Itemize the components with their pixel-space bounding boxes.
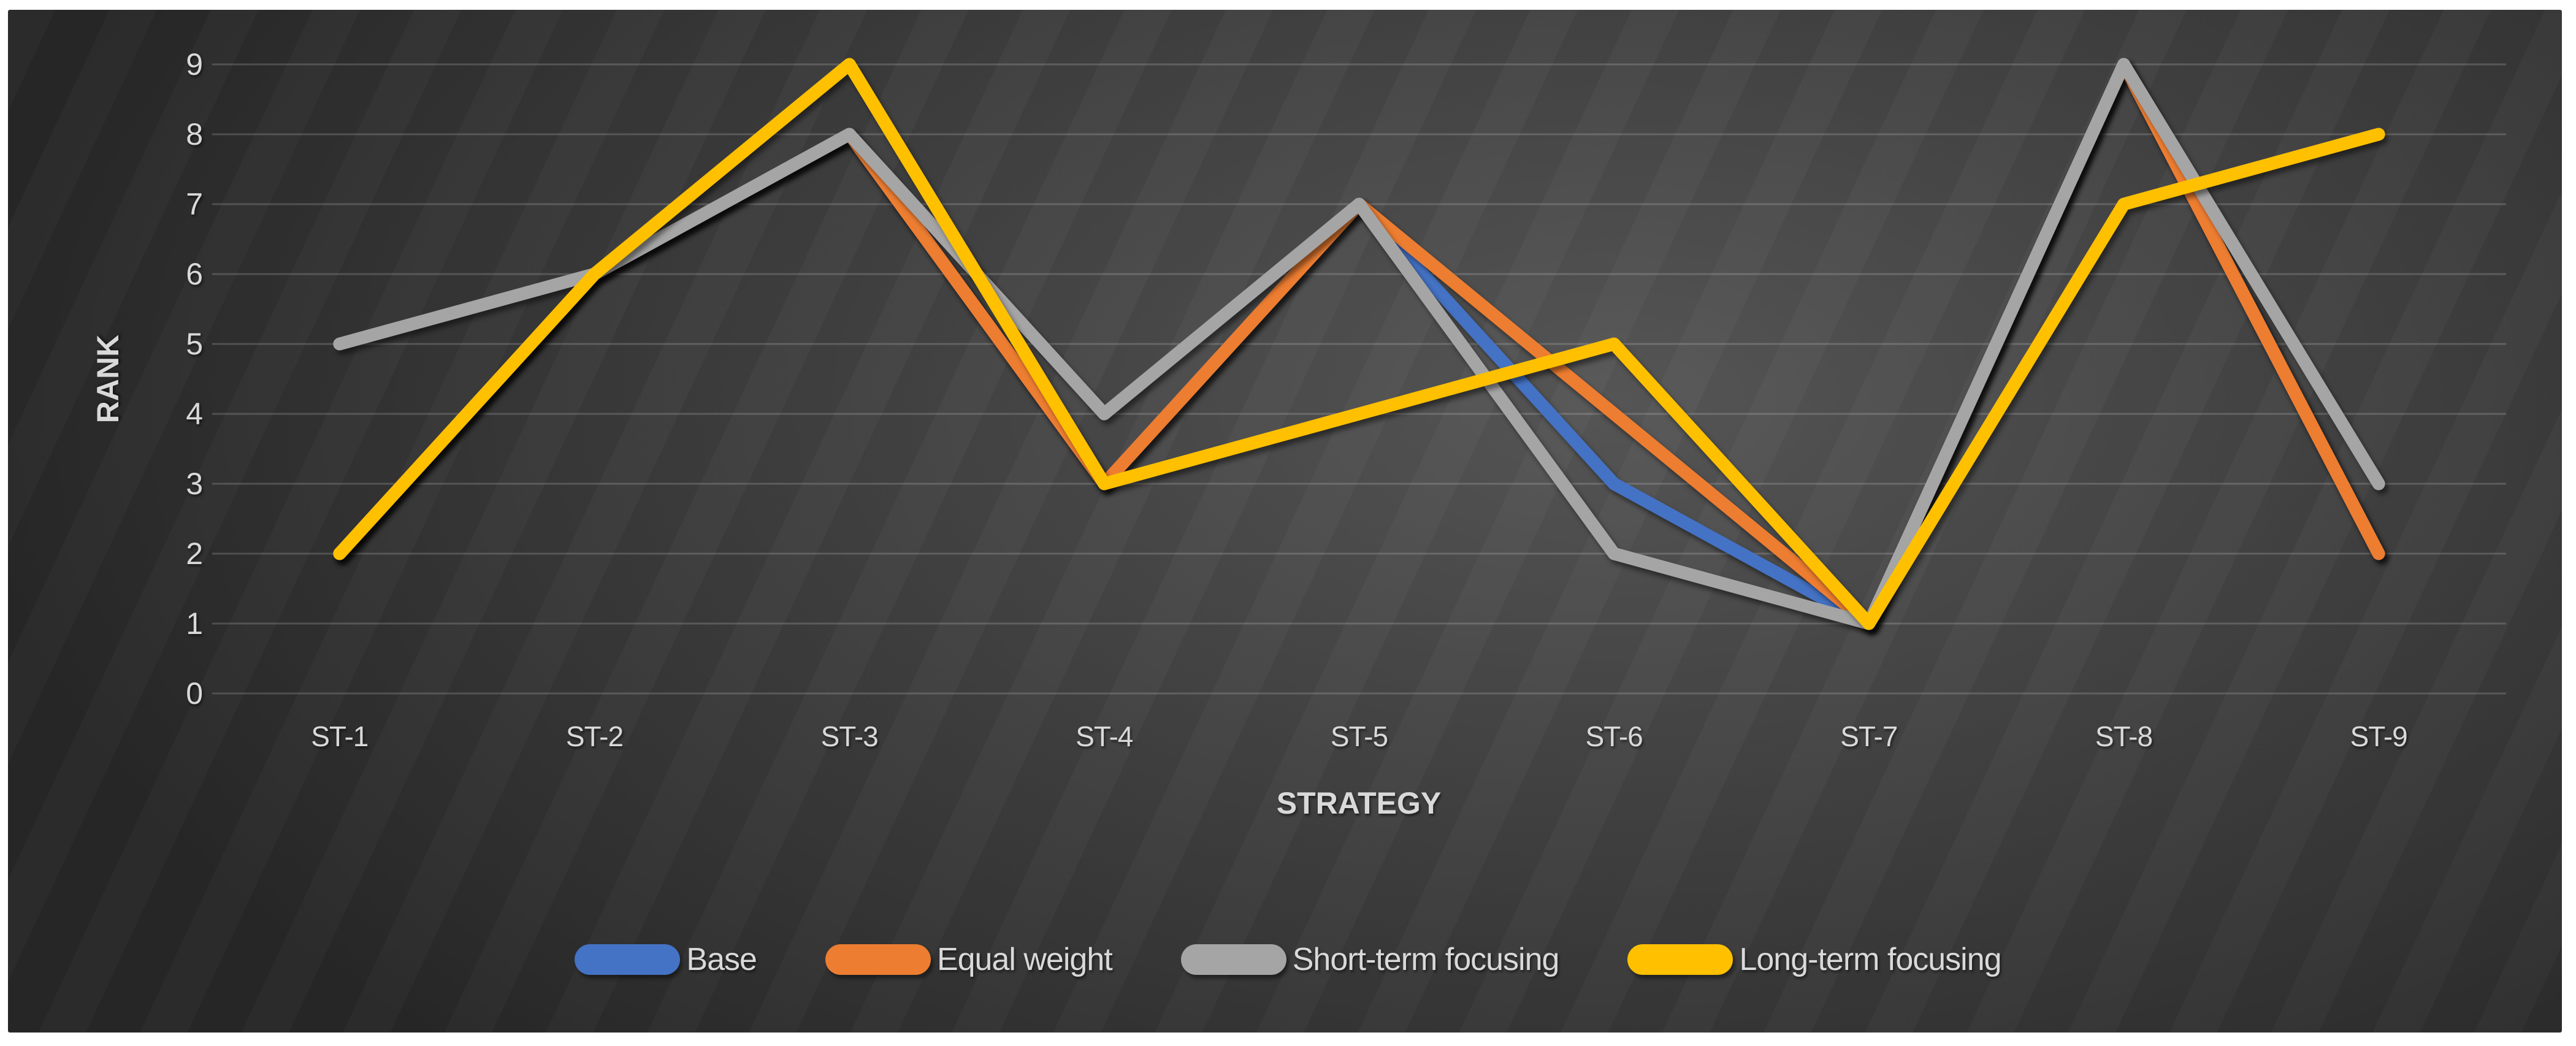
gridlines: [212, 63, 2506, 695]
x-tick-label-st-7: ST-7: [1840, 720, 1898, 752]
y-tick-label-8: 8: [186, 117, 203, 151]
legend-item-equal-weight: Equal weight: [825, 942, 1113, 977]
y-tick-label-4: 4: [186, 397, 203, 431]
legend-swatch-base: [575, 944, 681, 975]
y-tick-label-0: 0: [186, 676, 203, 711]
y-tick-label-7: 7: [186, 187, 203, 221]
legend-swatch-short-term-focusing: [1180, 944, 1286, 975]
x-tick-label-st-4: ST-4: [1076, 720, 1133, 752]
legend-swatch-equal-weight: [825, 944, 931, 975]
x-tick-label-st-6: ST-6: [1585, 720, 1643, 752]
x-tick-label-st-5: ST-5: [1330, 720, 1388, 752]
y-tick-label-2: 2: [186, 536, 203, 571]
y-tick-label-1: 1: [186, 606, 203, 641]
x-tick-label-st-2: ST-2: [565, 720, 624, 752]
series-lines: [333, 58, 2385, 630]
legend-label: Base: [686, 942, 757, 977]
series-line-long-term-focusing: [333, 58, 2385, 630]
y-tick-label-3: 3: [186, 467, 203, 501]
y-axis-title: RANK: [91, 334, 125, 424]
legend-item-short-term-focusing: Short-term focusing: [1180, 942, 1560, 977]
legend-label: Long-term focusing: [1739, 942, 2001, 977]
chart-panel-background: [8, 10, 2562, 1033]
x-axis-title: STRATEGY: [1276, 786, 1442, 820]
legend-item-base: Base: [575, 944, 757, 975]
y-tick-label-5: 5: [186, 327, 203, 361]
x-tick-label-st-1: ST-1: [311, 720, 369, 752]
legend-label: Short-term focusing: [1292, 942, 1560, 977]
y-tick-label-9: 9: [186, 47, 203, 82]
legend-label: Equal weight: [936, 942, 1113, 977]
series-line-short-term-focusing: [333, 58, 2385, 630]
legend-swatch-long-term-focusing: [1627, 944, 1733, 975]
x-tick-label-st-3: ST-3: [820, 720, 879, 752]
x-tick-label-st-9: ST-9: [2350, 720, 2408, 752]
y-tick-label-6: 6: [186, 257, 203, 291]
legend-item-long-term-focusing: Long-term focusing: [1627, 942, 2002, 977]
x-tick-label-st-8: ST-8: [2095, 720, 2153, 752]
legend: Base Equal weight Short-term focusing Long-…: [0, 938, 2576, 981]
